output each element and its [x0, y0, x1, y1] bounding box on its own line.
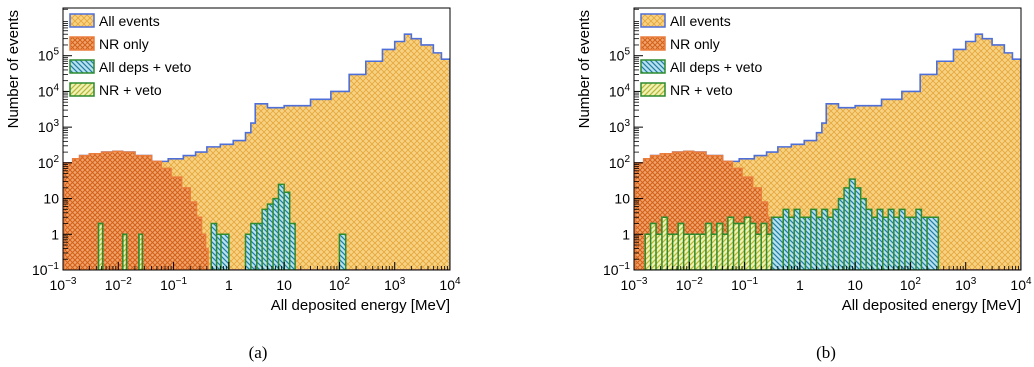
legend-swatch	[640, 13, 666, 28]
y-tick-label: 102	[609, 154, 631, 171]
y-tick-label: 1	[622, 226, 630, 242]
x-tick-label: 10−1	[731, 276, 758, 293]
x-tick-label: 10−2	[676, 276, 703, 293]
plot-area	[63, 33, 450, 270]
y-tick-label: 102	[38, 154, 60, 171]
legend-swatch	[640, 82, 666, 97]
x-axis-title: All deposited energy [MeV]	[271, 297, 450, 314]
x-axis-title: All deposited energy [MeV]	[842, 297, 1021, 314]
y-tick-label: 10	[614, 191, 630, 207]
x-tick-label: 103	[384, 276, 406, 293]
y-tick-label: 104	[38, 82, 60, 99]
x-tick-label: 10	[847, 277, 863, 293]
y-tick-label: 103	[38, 118, 60, 135]
legend-label: All deps + veto	[670, 59, 762, 75]
panel-caption: (b)	[816, 343, 836, 362]
y-tick-label: 105	[38, 47, 60, 64]
legend: All events NR only All deps + veto NR + vet…	[640, 13, 762, 98]
panel-caption: (a)	[249, 343, 268, 362]
legend-label: All deps + veto	[99, 59, 191, 75]
y-tick-label: 10−1	[603, 261, 630, 278]
series-nr-only	[63, 150, 450, 270]
plot-frame	[62, 7, 451, 271]
legend-label: All events	[670, 13, 731, 29]
legend-label: NR + veto	[670, 82, 733, 98]
x-tick-label: 104	[1010, 276, 1032, 293]
legend-label: All events	[99, 13, 160, 29]
y-tick-label: 104	[609, 82, 631, 99]
y-axis-title: Number of events	[5, 10, 22, 128]
legend-swatch	[69, 36, 95, 51]
x-tick-label: 10−3	[50, 276, 77, 293]
y-tick-label: 105	[609, 47, 631, 64]
x-tick-label: 10−2	[105, 276, 132, 293]
legend-label: NR only	[670, 36, 720, 52]
series-nr-veto	[97, 222, 144, 270]
legend-swatch	[69, 59, 95, 74]
x-tick-label: 1	[796, 277, 804, 293]
chart-panel-a: 10−3 10−2 10−1 1 10 102 103 104 10−1 1 10 102 103 104…	[5, 7, 461, 362]
plot-frame	[633, 7, 1022, 271]
y-axis-title: Number of events	[576, 10, 593, 128]
y-tick-label: 1	[51, 226, 59, 242]
x-tick-label: 104	[439, 276, 461, 293]
chart-panel-b: 10−3 10−2 10−1 1 10 102 103 104 10−1 1 10 102 103 104…	[576, 7, 1032, 362]
x-tick-label: 10−3	[621, 276, 648, 293]
x-tick-label: 102	[329, 276, 351, 293]
legend-label: NR only	[99, 36, 149, 52]
legend-label: NR + veto	[99, 82, 162, 98]
x-tick-label: 102	[900, 276, 922, 293]
y-tick-label: 10−1	[32, 261, 59, 278]
x-tick-label: 1	[225, 277, 233, 293]
y-tick-label: 103	[609, 118, 631, 135]
x-tick-label: 103	[955, 276, 977, 293]
y-tick-label: 10	[43, 191, 59, 207]
legend-swatch	[69, 82, 95, 97]
legend-swatch	[640, 59, 666, 74]
legend-swatch	[640, 36, 666, 51]
x-tick-label: 10−1	[160, 276, 187, 293]
series-nr-veto	[644, 216, 773, 270]
legend: All events NR only All deps + veto NR + vet…	[69, 13, 191, 98]
plot-area	[634, 33, 1021, 270]
legend-swatch	[69, 13, 95, 28]
x-tick-label: 10	[276, 277, 292, 293]
